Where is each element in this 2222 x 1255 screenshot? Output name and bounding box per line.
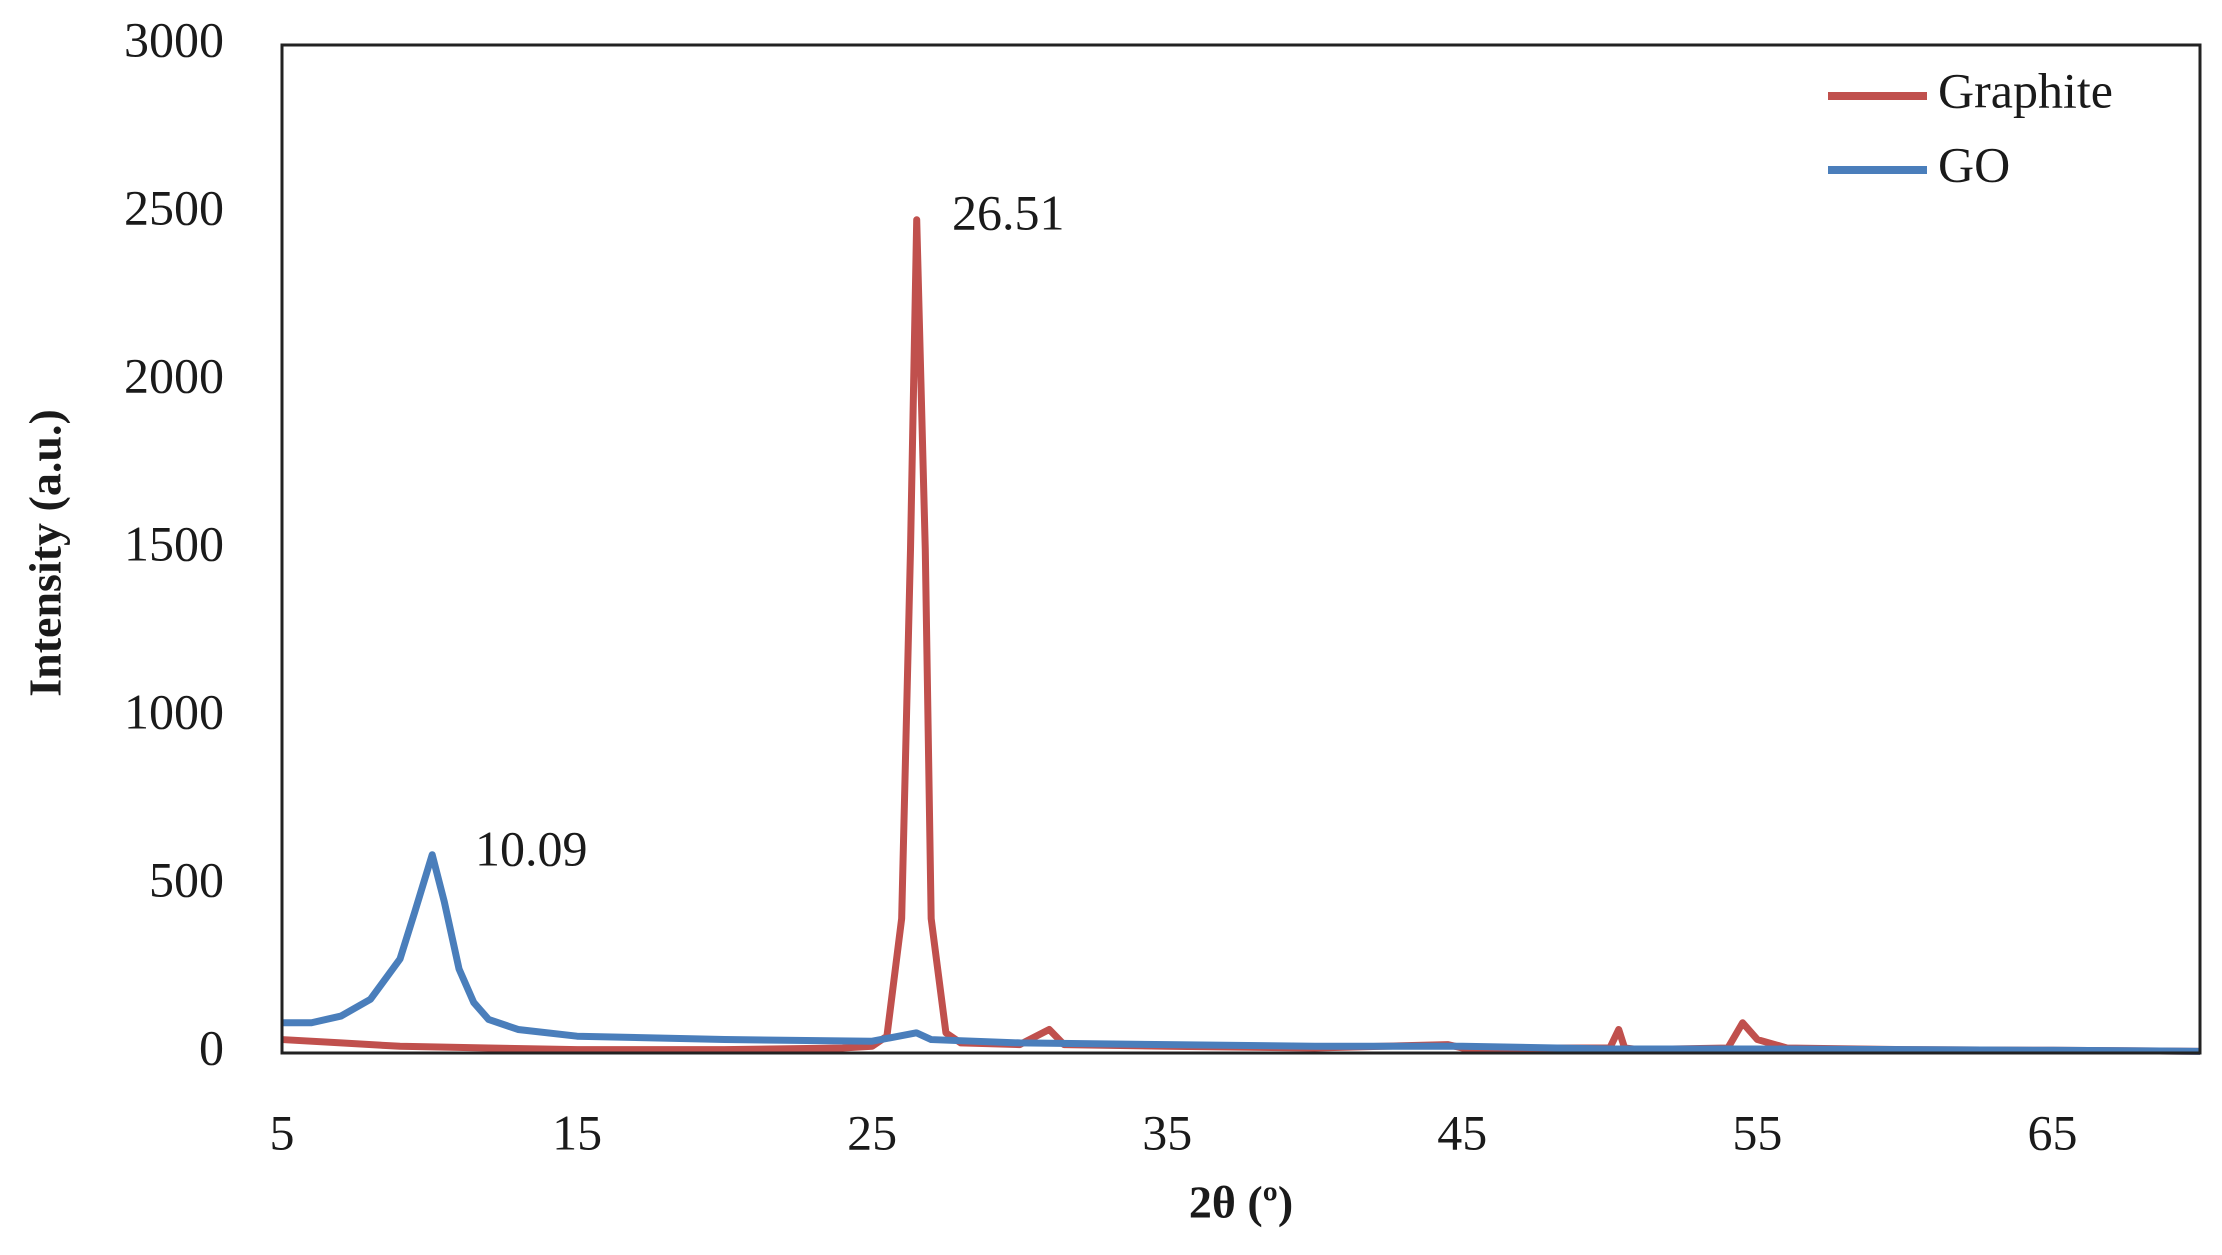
y-tick-label: 1500: [124, 515, 224, 571]
x-axis-title: 2θ (º): [1189, 1177, 1293, 1228]
y-tick-label: 2500: [124, 179, 224, 235]
x-tick-label: 45: [1437, 1104, 1487, 1160]
y-tick-label: 2000: [124, 347, 224, 403]
x-tick-label: 55: [1732, 1104, 1782, 1160]
x-tick-label: 25: [847, 1104, 897, 1160]
plot-frame: [280, 43, 2202, 1055]
annotation: 26.51: [952, 184, 1065, 240]
data-line: [282, 851, 2201, 1055]
data-line: [281, 216, 2201, 1055]
y-tick-label: 1000: [124, 683, 224, 739]
x-tick-label: 35: [1142, 1104, 1192, 1160]
x-tick-label: 15: [552, 1104, 602, 1160]
x-tick-label: 5: [270, 1104, 295, 1160]
legend-label: GO: [1938, 136, 2010, 192]
y-axis-title: Intensity (a.u.): [20, 409, 71, 697]
legend-label: Graphite: [1938, 62, 2113, 118]
y-tick-label: 3000: [124, 11, 224, 67]
annotation: 10.09: [475, 820, 588, 876]
y-tick-label: 0: [199, 1019, 224, 1075]
x-tick-label: 65: [2027, 1104, 2077, 1160]
y-tick-label: 500: [149, 851, 224, 907]
